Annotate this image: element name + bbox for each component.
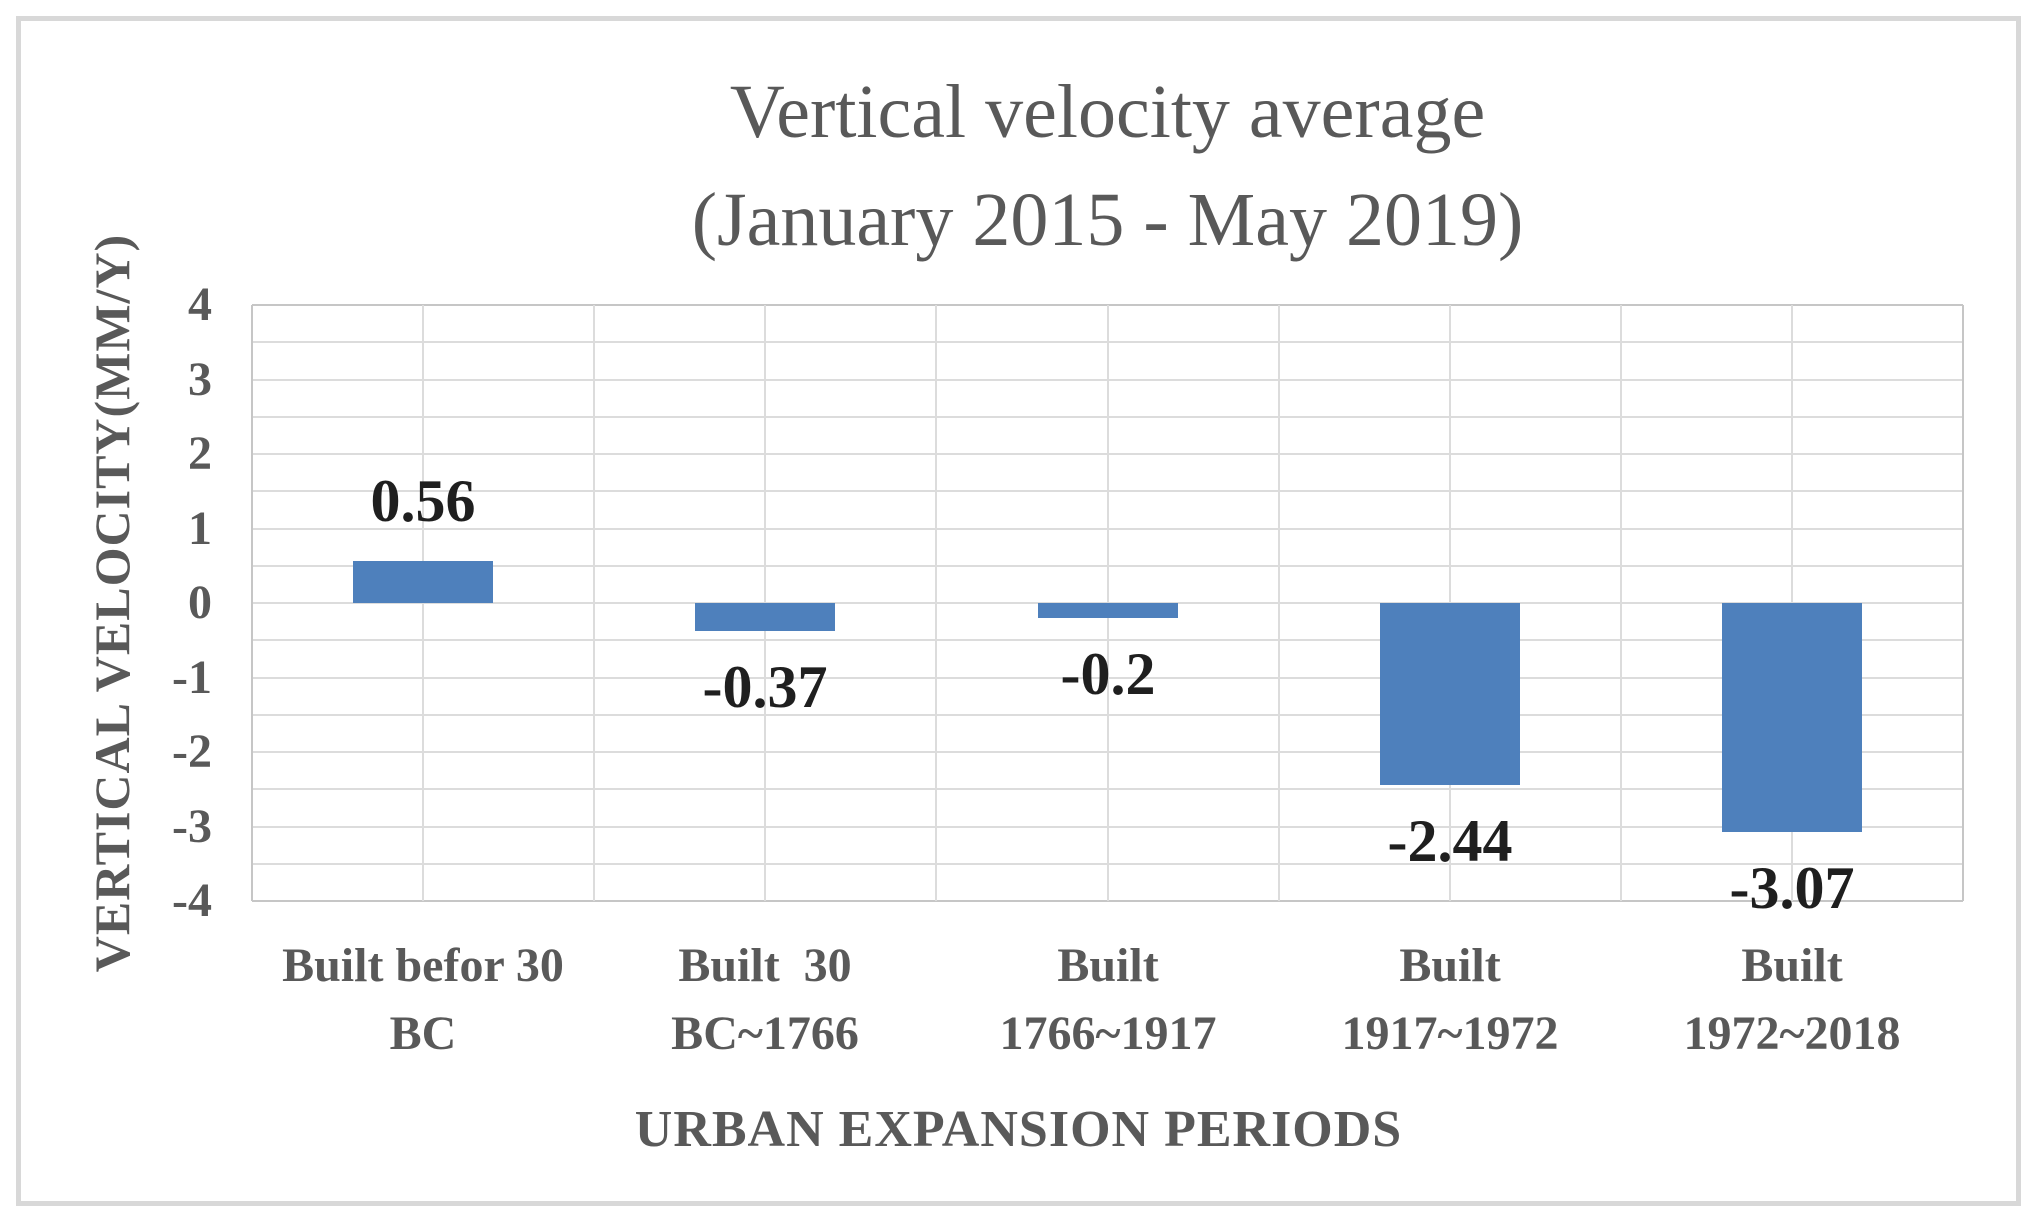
gridline-vertical	[593, 305, 595, 901]
gridline-vertical	[251, 305, 253, 901]
gridline-vertical	[422, 305, 424, 901]
y-tick-label: 2	[188, 427, 212, 480]
bar-data-label: -2.44	[1387, 808, 1513, 874]
x-category-label: Built 1766~1917	[999, 939, 1217, 1060]
y-tick-label: -1	[172, 651, 212, 704]
x-category-label: Built 1917~1972	[1341, 939, 1559, 1060]
gridline-horizontal	[252, 900, 1963, 902]
gridline-vertical	[1962, 305, 1964, 901]
bar-data-label: -0.2	[1060, 641, 1156, 707]
y-tick-label: -3	[172, 800, 212, 853]
bar-data-label: -0.37	[702, 654, 828, 720]
y-tick-label: 3	[188, 353, 212, 406]
bar-data-label: 0.56	[370, 468, 476, 534]
chart-title-line2: (January 2015 - May 2019)	[691, 178, 1524, 262]
bar-data-label: -3.07	[1729, 855, 1855, 921]
x-axis-title: URBAN EXPANSION PERIODS	[634, 1101, 1403, 1158]
y-tick-label: 0	[188, 576, 212, 629]
bar	[1722, 603, 1862, 832]
x-category-label: Built 1972~2018	[1683, 939, 1901, 1060]
plot-area	[251, 304, 1964, 902]
bar	[695, 603, 835, 631]
bar	[1380, 603, 1520, 785]
gridline-vertical	[935, 305, 937, 901]
chart-frame-border	[16, 16, 2021, 1206]
chart-title: Vertical velocity average (January 2015 …	[252, 58, 1963, 274]
bar	[353, 561, 493, 603]
x-category-label: Built befor 30 BC	[282, 939, 564, 1060]
y-tick-label: -2	[172, 725, 212, 778]
gridline-vertical	[1278, 305, 1280, 901]
bar	[1038, 603, 1178, 618]
gridline-vertical	[1620, 305, 1622, 901]
y-tick-label: 4	[188, 278, 212, 331]
y-tick-label: 1	[188, 502, 212, 555]
y-tick-label: -4	[172, 874, 212, 927]
chart-title-line1: Vertical velocity average	[729, 70, 1486, 154]
x-category-label: Built 30 BC~1766	[671, 939, 859, 1060]
